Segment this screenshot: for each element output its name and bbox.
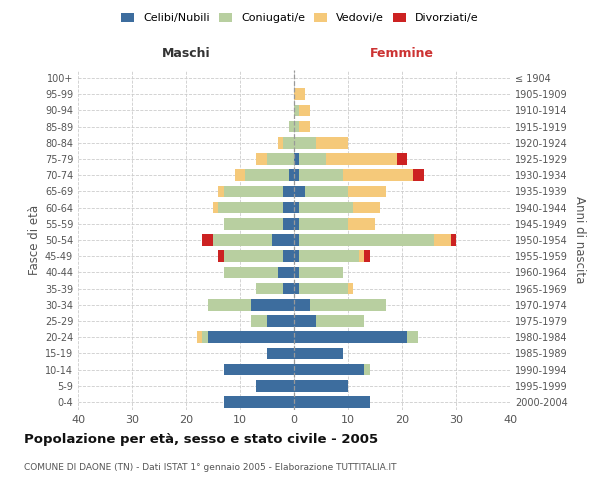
Bar [278,266,294,278]
Bar [299,104,310,117]
Bar [397,153,407,165]
Bar [251,299,294,310]
Bar [294,282,299,294]
Bar [294,202,299,213]
Bar [299,282,348,294]
Text: COMUNE DI DAONE (TN) - Dati ISTAT 1° gennaio 2005 - Elaborazione TUTTITALIA.IT: COMUNE DI DAONE (TN) - Dati ISTAT 1° gen… [24,462,397,471]
Bar [364,250,370,262]
Bar [310,299,386,310]
Bar [213,234,272,246]
Bar [267,315,294,327]
Bar [294,396,370,407]
Bar [299,202,353,213]
Bar [289,170,294,181]
Bar [316,137,348,148]
Bar [256,153,267,165]
Bar [283,137,294,148]
Bar [294,170,299,181]
Bar [294,234,299,246]
Bar [197,332,202,343]
Bar [294,153,299,165]
Bar [208,299,251,310]
Bar [294,315,316,327]
Bar [294,299,310,310]
Bar [218,186,224,198]
Bar [278,137,283,148]
Bar [283,250,294,262]
Bar [224,396,294,407]
Bar [299,218,348,230]
Bar [326,153,397,165]
Bar [224,186,283,198]
Bar [299,234,434,246]
Bar [218,202,283,213]
Bar [451,234,456,246]
Bar [294,218,299,230]
Bar [245,170,289,181]
Bar [299,250,359,262]
Legend: Celibi/Nubili, Coniugati/e, Vedovi/e, Divorziati/e: Celibi/Nubili, Coniugati/e, Vedovi/e, Di… [117,8,483,28]
Bar [294,104,299,117]
Y-axis label: Anni di nascita: Anni di nascita [573,196,586,284]
Bar [343,170,413,181]
Bar [267,348,294,359]
Bar [294,348,343,359]
Bar [294,380,348,392]
Bar [224,266,278,278]
Bar [256,282,283,294]
Bar [283,282,294,294]
Bar [202,332,208,343]
Bar [299,266,343,278]
Bar [359,250,364,262]
Text: Maschi: Maschi [161,48,211,60]
Bar [272,234,294,246]
Bar [294,137,316,148]
Bar [256,380,294,392]
Y-axis label: Fasce di età: Fasce di età [28,205,41,275]
Bar [348,186,386,198]
Bar [348,218,375,230]
Bar [348,282,353,294]
Bar [299,170,343,181]
Bar [294,364,364,376]
Bar [305,186,348,198]
Bar [251,315,267,327]
Bar [267,153,294,165]
Text: Femmine: Femmine [370,48,434,60]
Bar [294,186,305,198]
Bar [434,234,451,246]
Bar [316,315,364,327]
Bar [294,332,407,343]
Bar [289,121,294,132]
Bar [407,332,418,343]
Bar [294,266,299,278]
Bar [235,170,245,181]
Bar [283,218,294,230]
Bar [299,153,326,165]
Bar [208,332,294,343]
Bar [294,250,299,262]
Bar [294,88,305,100]
Bar [283,202,294,213]
Bar [224,250,283,262]
Bar [294,121,299,132]
Bar [224,364,294,376]
Bar [213,202,218,213]
Bar [364,364,370,376]
Bar [218,250,224,262]
Bar [283,186,294,198]
Bar [353,202,380,213]
Bar [224,218,283,230]
Text: Popolazione per età, sesso e stato civile - 2005: Popolazione per età, sesso e stato civil… [24,432,378,446]
Bar [299,121,310,132]
Bar [413,170,424,181]
Bar [202,234,213,246]
